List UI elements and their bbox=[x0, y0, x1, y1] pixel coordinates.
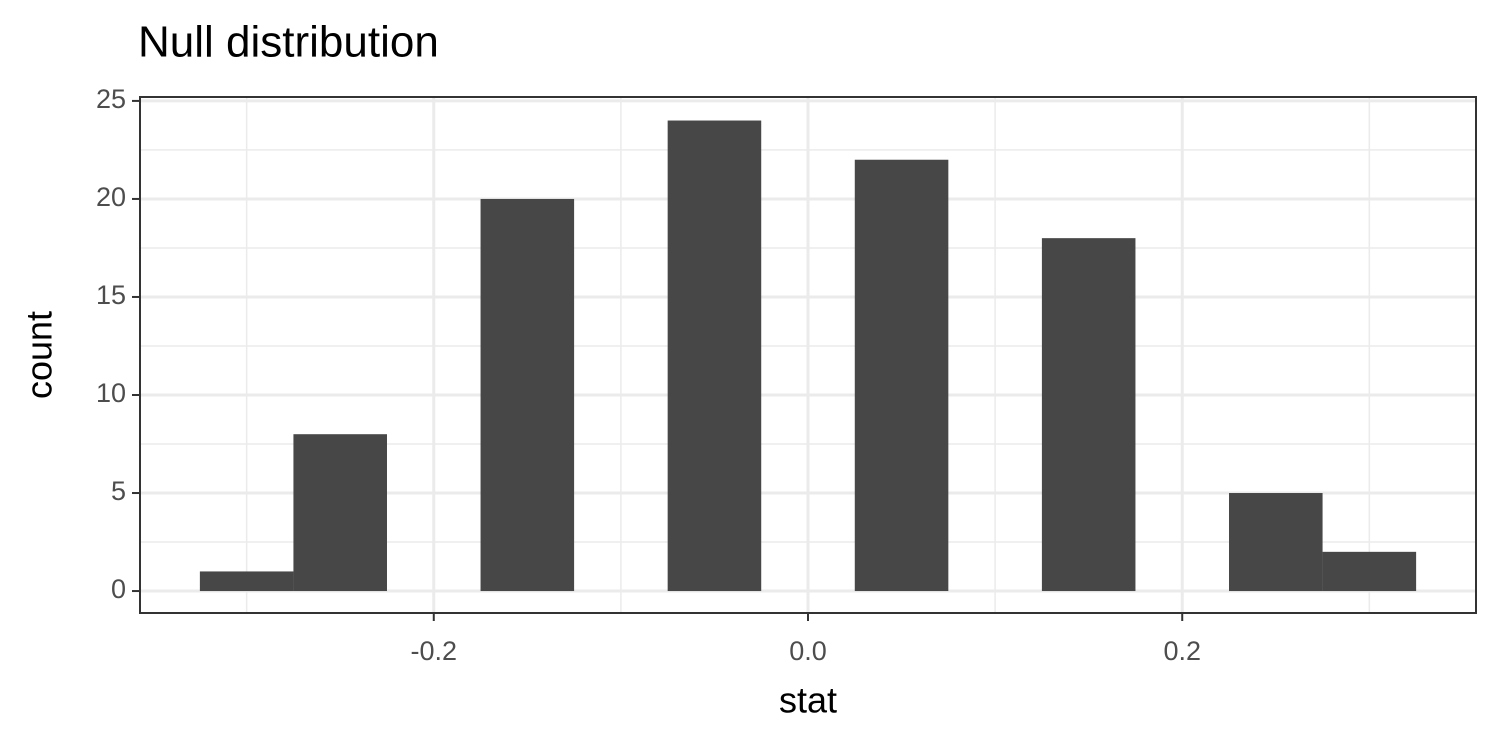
y-tick-label: 15 bbox=[96, 280, 126, 310]
y-tick-label: 25 bbox=[96, 84, 126, 114]
bar bbox=[854, 159, 949, 592]
y-tick-label: 20 bbox=[96, 182, 126, 212]
bar bbox=[667, 120, 762, 592]
bar bbox=[1322, 551, 1417, 592]
y-tick-label: 10 bbox=[96, 378, 126, 408]
y-tick-label: 0 bbox=[111, 574, 126, 604]
bar bbox=[1041, 238, 1136, 592]
x-tick-label: -0.2 bbox=[411, 636, 458, 666]
y-axis-title: count bbox=[19, 311, 60, 399]
y-tick-label: 5 bbox=[111, 476, 126, 506]
x-axis-title: stat bbox=[779, 680, 837, 721]
bar bbox=[293, 434, 387, 592]
bar bbox=[1229, 493, 1323, 592]
chart-title: Null distribution bbox=[138, 18, 439, 67]
x-tick-label: 0.0 bbox=[789, 636, 827, 666]
x-tick-label: 0.2 bbox=[1163, 636, 1201, 666]
bar bbox=[199, 571, 294, 592]
panel-border bbox=[139, 96, 1477, 614]
bar bbox=[480, 198, 575, 592]
